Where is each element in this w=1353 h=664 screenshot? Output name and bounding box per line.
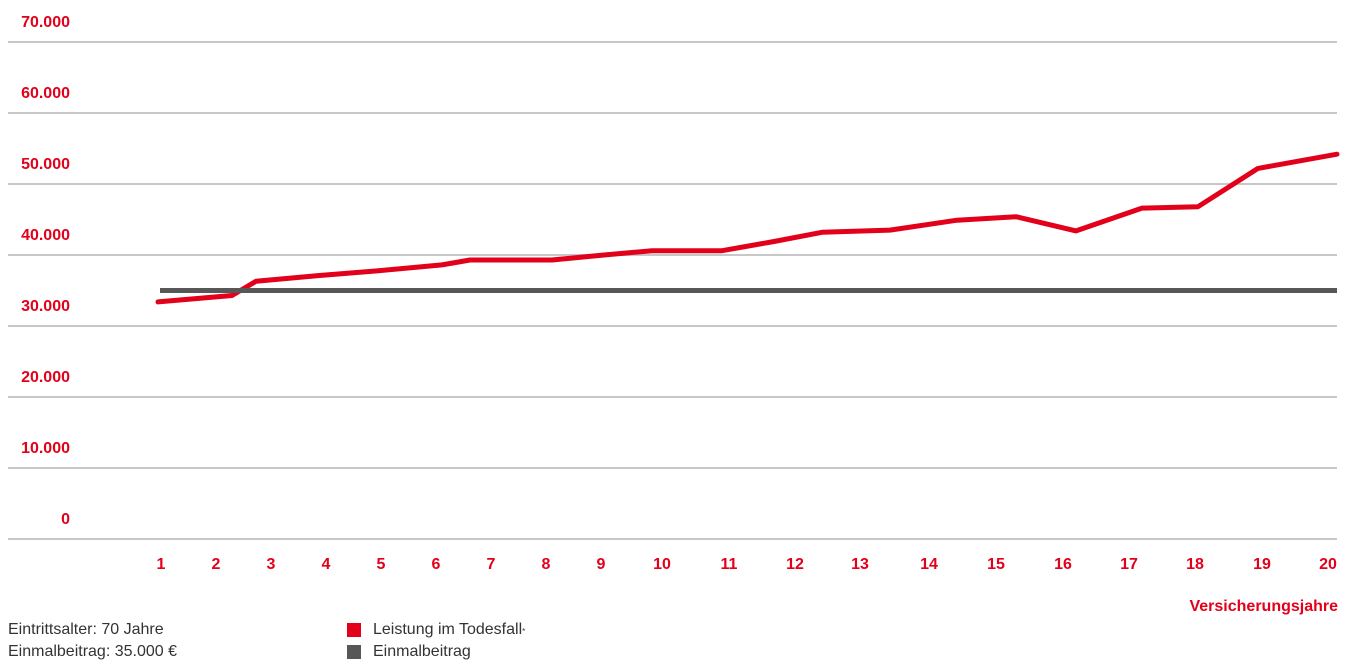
x-tick-label: 12: [786, 556, 804, 573]
legend-swatch-gray: [347, 645, 361, 659]
contract-info: Eintrittsalter: 70 Jahre Einmalbeitrag: …: [8, 619, 177, 663]
legend: Leistung im Todesfall * Einmalbeitrag: [347, 619, 525, 663]
x-tick-label: 2: [212, 556, 221, 573]
x-tick-label: 8: [542, 556, 551, 573]
y-tick-label: 10.000: [21, 440, 70, 457]
x-tick-label: 7: [487, 556, 496, 573]
x-tick-label: 6: [432, 556, 441, 573]
x-axis-labels: 1 2 3 4 5 6 7 8 9 10 11 12 13 14 15 16 17 18 19 20: [157, 556, 1337, 573]
y-tick-label: 20.000: [21, 369, 70, 386]
x-tick-label: 17: [1120, 556, 1138, 573]
x-tick-label: 18: [1186, 556, 1204, 573]
legend-item-death-benefit: Leistung im Todesfall *: [347, 619, 525, 641]
grid-lines: [8, 41, 1337, 540]
legend-swatch-red: [347, 623, 361, 637]
x-tick-label: 10: [653, 556, 671, 573]
y-tick-label: 40.000: [21, 227, 70, 244]
y-tick-label: 0: [61, 511, 70, 528]
x-tick-label: 13: [851, 556, 869, 573]
y-tick-label: 60.000: [21, 85, 70, 102]
entry-age-text: Eintrittsalter: 70 Jahre: [8, 621, 164, 638]
y-axis-labels: 0 10.000 20.000 30.000 40.000 50.000 60.000 70.…: [21, 14, 70, 528]
x-tick-label: 5: [377, 556, 386, 573]
y-tick-label: 70.000: [21, 14, 70, 31]
x-tick-label: 19: [1253, 556, 1271, 573]
x-tick-label: 15: [987, 556, 1005, 573]
x-tick-label: 3: [267, 556, 276, 573]
y-tick-label: 30.000: [21, 298, 70, 315]
legend-label-death-benefit: Leistung im Todesfall: [373, 621, 523, 638]
x-tick-label: 9: [597, 556, 606, 573]
x-tick-label: 16: [1054, 556, 1072, 573]
x-tick-label: 14: [920, 556, 938, 573]
single-premium-text: Einmalbeitrag: 35.000 €: [8, 643, 177, 660]
footnote-mark: *: [522, 627, 526, 636]
legend-label-premium: Einmalbeitrag: [373, 643, 471, 660]
legend-item-premium: Einmalbeitrag: [347, 641, 525, 663]
x-tick-label: 4: [322, 556, 331, 573]
x-tick-label: 20: [1319, 556, 1337, 573]
y-tick-label: 50.000: [21, 156, 70, 173]
series-lines: [155, 151, 1340, 305]
x-axis-title: Versicherungsjahre: [1189, 598, 1338, 615]
line-chart: 0 10.000 20.000 30.000 40.000 50.000 60.000 70.…: [8, 14, 1340, 573]
series-line-death-benefit: [155, 151, 1340, 305]
x-tick-label: 1: [157, 556, 166, 573]
x-tick-label: 11: [721, 556, 738, 573]
